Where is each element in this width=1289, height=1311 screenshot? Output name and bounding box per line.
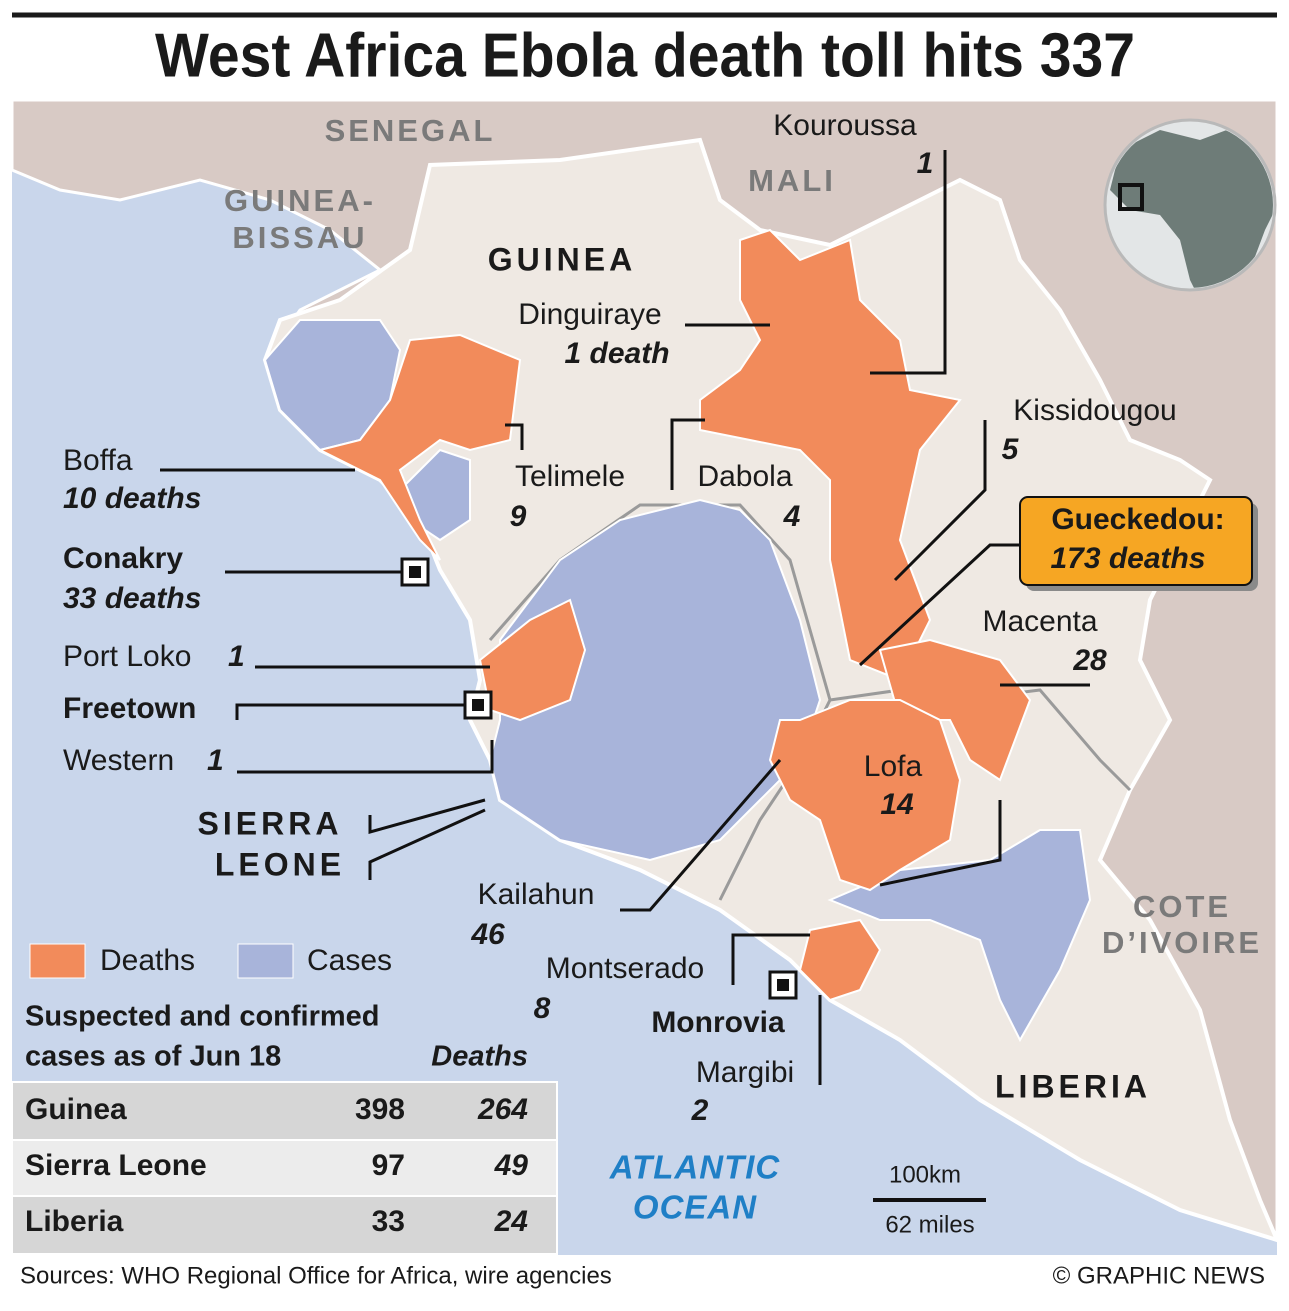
country-label: LIBERIA — [995, 1068, 1151, 1104]
ocean-label: ATLANTIC — [609, 1149, 781, 1186]
place-name: Margibi — [696, 1056, 794, 1089]
city-marker-dot — [777, 979, 789, 991]
scale-label: 62 miles — [885, 1211, 974, 1238]
place-name: Telimele — [515, 460, 625, 493]
place-deaths: 33 deaths — [63, 582, 201, 615]
legend-deaths-swatch — [29, 943, 86, 979]
place-deaths: 173 deaths — [1050, 542, 1205, 575]
place-deaths: 46 — [470, 918, 505, 951]
place-name: Gueckedou: — [1051, 503, 1224, 536]
globe-land — [1110, 125, 1273, 288]
scale-label: 100km — [889, 1161, 961, 1188]
country-label: BISSAU — [232, 220, 367, 255]
place-deaths: 1 — [207, 744, 224, 777]
place-deaths: 10 deaths — [63, 482, 201, 515]
place-deaths: 8 — [534, 992, 551, 1025]
table-cell: 24 — [494, 1205, 529, 1238]
globe-marker — [1118, 183, 1144, 211]
table-column-header: Deaths — [431, 1041, 528, 1073]
place-name: Port Loko — [63, 640, 191, 673]
table-cell: 49 — [494, 1149, 529, 1182]
table-heading: Suspected and confirmed — [25, 1001, 380, 1033]
region — [317, 333, 522, 561]
continent — [1110, 125, 1273, 288]
place-name: Kissidougou — [1013, 394, 1176, 427]
legend-cases-swatch — [237, 943, 294, 979]
place-name: Dabola — [697, 460, 792, 493]
place-deaths: 1 death — [564, 337, 669, 370]
ocean-label: OCEAN — [633, 1189, 757, 1226]
country-label: GUINEA — [488, 241, 636, 277]
country-label: D’IVOIRE — [1102, 925, 1262, 960]
table-row-bg — [11, 1081, 558, 1141]
leader-line — [237, 740, 494, 774]
city-marker-dot — [472, 699, 484, 711]
place-name: Boffa — [63, 444, 133, 477]
legend-label: Cases — [307, 944, 392, 977]
country-label: LEONE — [215, 846, 345, 882]
country-label: MALI — [748, 163, 836, 198]
table-heading: cases as of Jun 18 — [25, 1041, 281, 1073]
highlight-box — [1019, 496, 1253, 586]
leader-line — [368, 798, 486, 834]
overlay: West Africa Ebola death toll hits 337 SEN… — [11, 12, 1277, 1289]
table-row-bg — [11, 1139, 558, 1199]
place-name: Lofa — [864, 750, 923, 783]
map — [12, 100, 1277, 1255]
place-deaths: 9 — [510, 500, 527, 533]
table-cell: 398 — [355, 1093, 405, 1126]
place-name: Dinguiraye — [518, 298, 661, 331]
country-label: GUINEA- — [224, 183, 376, 218]
leader-line — [368, 808, 486, 880]
place-deaths: 4 — [783, 500, 801, 533]
leader-line — [858, 543, 1020, 667]
place-deaths: 1 — [917, 147, 934, 180]
place-deaths: 1 — [228, 640, 245, 673]
place-name: Kailahun — [478, 878, 595, 911]
place-deaths: 5 — [1002, 433, 1020, 466]
leader-line — [879, 800, 1002, 887]
place-name: Monrovia — [651, 1006, 785, 1039]
country-label: SIERRA — [198, 805, 343, 841]
place-name: Western — [63, 744, 174, 777]
place-deaths: 14 — [880, 788, 914, 821]
table-cell: 33 — [372, 1205, 405, 1238]
place-name: Freetown — [63, 692, 196, 725]
footer-source: Sources: WHO Regional Office for Africa,… — [20, 1262, 612, 1289]
leader-line — [505, 423, 524, 450]
place-deaths: 2 — [691, 1094, 709, 1127]
title: West Africa Ebola death toll hits 337 — [155, 21, 1135, 90]
city-marker-dot — [409, 566, 421, 578]
region — [478, 598, 587, 722]
place-name: Montserado — [546, 952, 704, 985]
table-cell: Sierra Leone — [25, 1149, 207, 1182]
table-cell: 264 — [477, 1093, 528, 1126]
leader-line — [235, 703, 472, 720]
footer-credit: © GRAPHIC NEWS — [1053, 1262, 1265, 1289]
leader-line — [870, 150, 947, 375]
table-cell: Liberia — [25, 1205, 124, 1238]
table-row-bg — [11, 1195, 558, 1255]
leader-line — [731, 933, 810, 985]
place-deaths: 28 — [1072, 644, 1107, 677]
table-cell: 97 — [372, 1149, 405, 1182]
table-cell: Guinea — [25, 1093, 127, 1126]
place-name: Kouroussa — [773, 109, 917, 142]
leader-line — [620, 759, 782, 912]
leader-line — [670, 418, 705, 490]
leader-line — [893, 420, 987, 582]
legend-label: Deaths — [100, 944, 195, 977]
place-name: Conakry — [63, 542, 183, 575]
country-label: SENEGAL — [325, 113, 496, 148]
country-label: COTE — [1133, 889, 1231, 924]
region — [798, 918, 882, 1002]
place-name: Macenta — [982, 605, 1097, 638]
